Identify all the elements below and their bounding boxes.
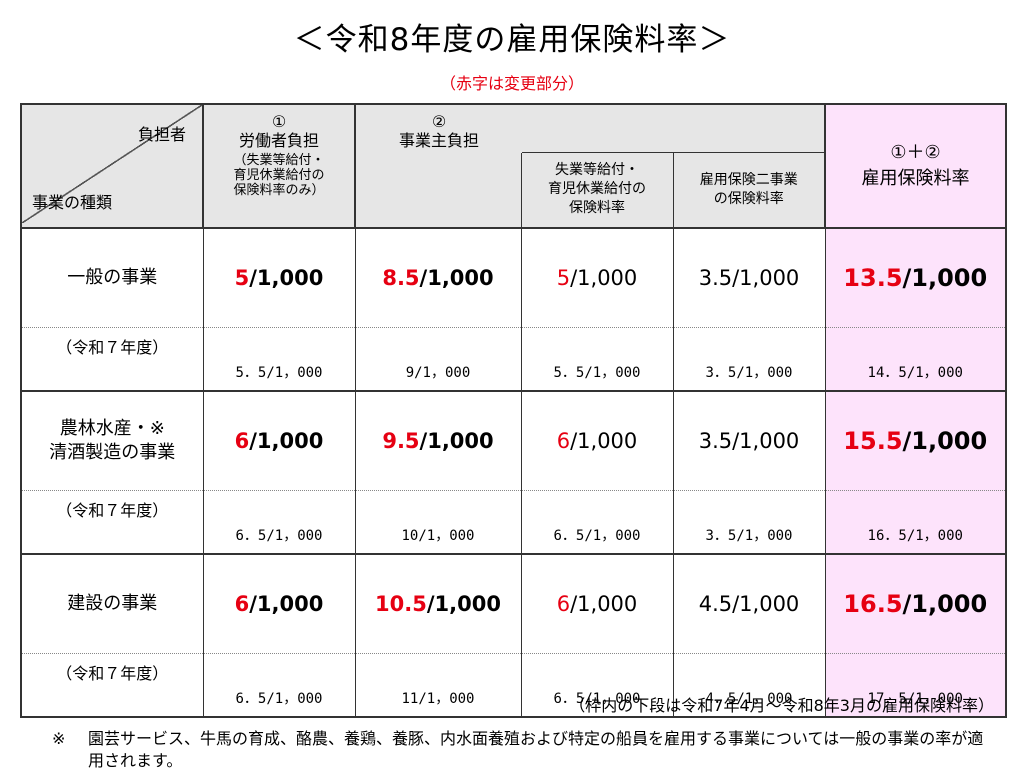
- worker-rate: 6/1,000: [202, 391, 356, 491]
- prev-employer-rate: 9/1，000: [354, 327, 522, 392]
- asterisk-note: ※ 園芸サービス、牛馬の育成、酪農、養鶏、養豚、内水面養殖および特定の船員を雇用…: [52, 728, 992, 772]
- rate-table: 負担者 事業の種類 ① 労働者負担 （失業等給付・ 育児休業給付の 保険料率のみ…: [20, 103, 1007, 718]
- employer-sub1-rate: 6/1,000: [520, 391, 674, 491]
- page-subtitle: （赤字は変更部分）: [439, 74, 584, 93]
- table-footnote: （枠内の下段は令和7年4月～令和8年3月の雇用保険料率）: [569, 696, 994, 715]
- employer-sub2-rate: 4.5/1,000: [672, 554, 826, 654]
- total-rate: 15.5/1,000: [824, 391, 1007, 491]
- prev-employer-sub1-rate: 6．5/1，000: [520, 490, 674, 555]
- prev-employer-sub2-rate: 3．5/1，000: [672, 327, 826, 392]
- header-worker-label: 労働者負担: [238, 131, 319, 150]
- header-employer-spacer: [354, 151, 522, 229]
- header-worker: ① 労働者負担 （失業等給付・ 育児休業給付の 保険料率のみ）: [202, 103, 356, 229]
- category-cell: 一般の事業: [20, 228, 204, 328]
- header-category-label: 事業の種類: [32, 193, 113, 212]
- asterisk-note-text: 園芸サービス、牛馬の育成、酪農、養鶏、養豚、内水面養殖および特定の船員を雇用する…: [88, 729, 984, 770]
- table-row-previous: （令和７年度） 6．5/1，000 10/1，000 6．5/1，000 3．5…: [20, 490, 1007, 555]
- previous-year-label: （令和７年度）: [20, 653, 204, 718]
- employer-rate: 10.5/1,000: [354, 554, 522, 654]
- previous-year-label: （令和７年度）: [20, 490, 204, 555]
- header-worker-num: ①: [271, 112, 287, 131]
- employer-sub1-rate: 6/1,000: [520, 554, 674, 654]
- total-rate: 16.5/1,000: [824, 554, 1007, 654]
- worker-rate: 5/1,000: [202, 228, 356, 328]
- table-row: 建設の事業 6/1,000 10.5/1,000 6/1,000 4.5/1,0…: [20, 554, 1007, 654]
- category-cell: 建設の事業: [20, 554, 204, 654]
- header-total-num: ①＋②: [890, 142, 941, 163]
- worker-rate: 6/1,000: [202, 554, 356, 654]
- prev-employer-rate: 10/1，000: [354, 490, 522, 555]
- header-total: ①＋② 雇用保険料率: [824, 103, 1007, 229]
- table-row: 農林水産・※ 清酒製造の事業 6/1,000 9.5/1,000 6/1,000…: [20, 391, 1007, 491]
- prev-total-rate: 14．5/1，000: [824, 327, 1007, 392]
- employer-rate: 9.5/1,000: [354, 391, 522, 491]
- header-worker-note: （失業等給付・ 育児休業給付の 保険料率のみ）: [233, 153, 325, 198]
- prev-worker-rate: 6．5/1，000: [202, 653, 356, 718]
- table-row-previous: （令和７年度） 5．5/1，000 9/1，000 5．5/1，000 3．5/…: [20, 327, 1007, 392]
- header-burden-label: 負担者: [137, 125, 186, 144]
- header-employer: ② 事業主負担: [354, 103, 826, 152]
- prev-employer-sub1-rate: 6．5/1，000: [520, 653, 674, 718]
- previous-year-label: （令和７年度）: [20, 327, 204, 392]
- prev-worker-rate: 6．5/1，000: [202, 490, 356, 555]
- total-rate: 13.5/1,000: [824, 228, 1007, 328]
- prev-total-rate: 16．5/1，000: [824, 490, 1007, 555]
- employer-sub1-rate: 5/1,000: [520, 228, 674, 328]
- header-employer-sub1: 失業等給付・ 育児休業給付の 保険料率: [520, 151, 674, 229]
- table-row-previous: （令和７年度） 6．5/1，000 11/1，000 6．5/1，000 4．5…: [20, 653, 1007, 718]
- prev-employer-sub2-rate: 3．5/1，000: [672, 490, 826, 555]
- prev-employer-sub1-rate: 5．5/1，000: [520, 327, 674, 392]
- header-total-label: 雇用保険料率: [861, 168, 970, 189]
- employer-sub2-rate: 3.5/1,000: [672, 228, 826, 328]
- header-employer-num: ②: [431, 112, 447, 131]
- asterisk-mark: ※: [52, 729, 66, 748]
- header-employer-sub2: 雇用保険二事業 の保険料率: [672, 151, 826, 229]
- table-row: 一般の事業 5/1,000 8.5/1,000 5/1,000 3.5/1,00…: [20, 228, 1007, 328]
- header-diagonal-cell: 負担者 事業の種類: [20, 103, 204, 229]
- page-title: ＜令和8年度の雇用保険料率＞: [293, 22, 731, 58]
- header-employer-label: 事業主負担: [398, 131, 479, 150]
- prev-total-rate: 17．5/1，000: [824, 653, 1007, 718]
- employer-rate: 8.5/1,000: [354, 228, 522, 328]
- prev-employer-rate: 11/1，000: [354, 653, 522, 718]
- employer-sub2-rate: 3.5/1,000: [672, 391, 826, 491]
- category-cell: 農林水産・※ 清酒製造の事業: [20, 391, 204, 491]
- prev-worker-rate: 5．5/1，000: [202, 327, 356, 392]
